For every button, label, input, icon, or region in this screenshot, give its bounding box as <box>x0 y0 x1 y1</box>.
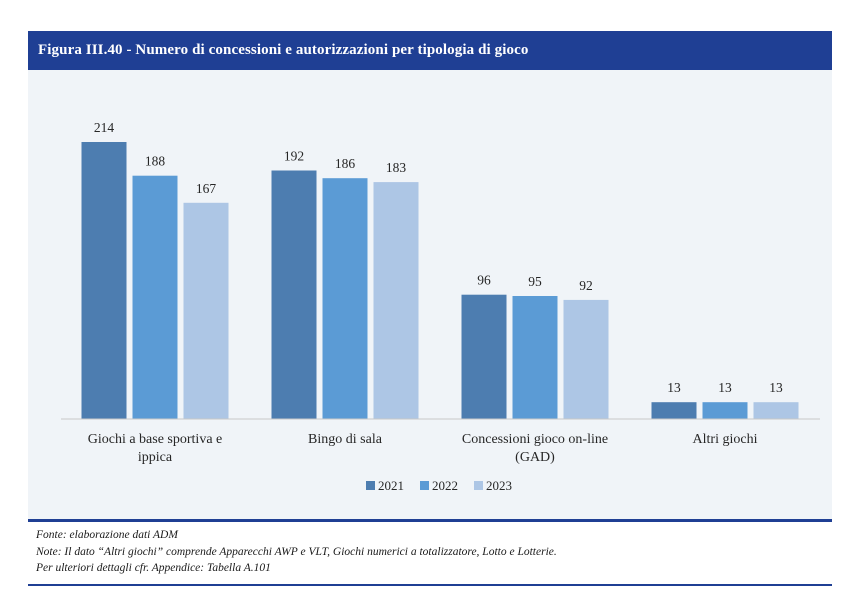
category-label-line: (GAD) <box>515 450 555 465</box>
value-label: 13 <box>769 380 783 395</box>
value-label: 95 <box>528 274 542 289</box>
details-note: Per ulteriori dettagli cfr. Appendice: T… <box>36 562 271 574</box>
bar-chart: 214 188 167 192 186 183 96 95 92 13 13 13 Giochi a … <box>61 120 820 493</box>
category-label: Altri giochi <box>693 432 758 447</box>
legend-swatch-2022 <box>420 481 429 490</box>
category-label-line: Concessioni gioco on-line <box>462 432 608 447</box>
value-label: 186 <box>335 156 356 171</box>
category-label-line: Giochi a base sportiva e <box>88 432 223 447</box>
value-label: 214 <box>94 120 115 135</box>
category-label: Bingo di sala <box>308 432 383 447</box>
bottom-divider <box>28 519 832 522</box>
bar-2022-cat3 <box>512 296 558 419</box>
bar-2022-cat2 <box>322 178 368 419</box>
value-label: 13 <box>718 380 732 395</box>
bar-2023-cat4 <box>753 402 799 419</box>
value-label: 167 <box>196 181 217 196</box>
category-label: Concessioni gioco on-line (GAD) <box>462 432 608 465</box>
bar-2023-cat3 <box>563 299 609 419</box>
bar-2021-cat2 <box>271 170 317 419</box>
category-labels-layer: Giochi a base sportiva e ippica Bingo di s… <box>88 432 758 465</box>
bar-2021-cat1 <box>81 142 127 419</box>
legend-label-2021: 2021 <box>378 478 404 493</box>
bar-2022-cat1 <box>132 175 178 419</box>
value-label: 92 <box>579 278 593 293</box>
end-divider <box>28 584 832 586</box>
bar-2021-cat3 <box>461 294 507 419</box>
bar-2021-cat4 <box>651 402 697 419</box>
legend-swatch-2023 <box>474 481 483 490</box>
category-label-line: ippica <box>138 450 173 465</box>
definition-note: Note: Il dato “Altri giochi” comprende A… <box>36 545 557 558</box>
source-note: Fonte: elaborazione dati ADM <box>36 529 178 541</box>
bars-layer <box>81 142 799 419</box>
category-label-line: Altri giochi <box>693 432 758 447</box>
legend-label-2023: 2023 <box>486 478 512 493</box>
bar-2022-cat4 <box>702 402 748 419</box>
figure-title: Figura III.40 - Numero di concessioni e … <box>28 31 832 70</box>
category-label-line: Bingo di sala <box>308 432 383 447</box>
category-label: Giochi a base sportiva e ippica <box>88 432 223 465</box>
value-labels-layer: 214 188 167 192 186 183 96 95 92 13 13 13 <box>94 120 783 395</box>
value-label: 183 <box>386 160 407 175</box>
bar-2023-cat1 <box>183 202 229 419</box>
value-label: 96 <box>477 273 491 288</box>
legend-label-2022: 2022 <box>432 478 458 493</box>
value-label: 192 <box>284 149 304 164</box>
bar-2023-cat2 <box>373 182 419 419</box>
chart-panel: 214 188 167 192 186 183 96 95 92 13 13 13 Giochi a … <box>28 70 832 519</box>
legend: 2021 2022 2023 <box>366 478 512 493</box>
figure-notes: Fonte: elaborazione dati ADM Note: Il da… <box>36 527 826 577</box>
value-label: 13 <box>667 380 681 395</box>
legend-swatch-2021 <box>366 481 375 490</box>
value-label: 188 <box>145 154 166 169</box>
